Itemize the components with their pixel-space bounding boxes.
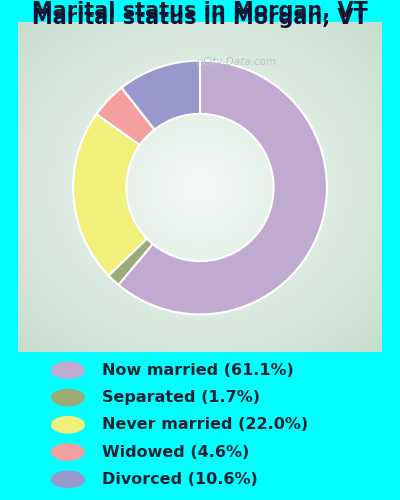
Text: Divorced (10.6%): Divorced (10.6%) <box>102 472 258 487</box>
Wedge shape <box>108 238 153 285</box>
Wedge shape <box>96 88 154 145</box>
Text: City-Data.com: City-Data.com <box>202 57 277 67</box>
Ellipse shape <box>51 362 85 379</box>
Ellipse shape <box>51 416 85 434</box>
Text: Marital status in Morgan, VT: Marital status in Morgan, VT <box>32 1 368 21</box>
Text: Marital status in Morgan, VT: Marital status in Morgan, VT <box>32 8 368 28</box>
Wedge shape <box>122 60 200 130</box>
Text: Separated (1.7%): Separated (1.7%) <box>102 390 260 405</box>
Text: Now married (61.1%): Now married (61.1%) <box>102 362 294 378</box>
Text: Never married (22.0%): Never married (22.0%) <box>102 418 308 432</box>
Text: Widowed (4.6%): Widowed (4.6%) <box>102 444 249 460</box>
Wedge shape <box>73 114 147 276</box>
Ellipse shape <box>51 443 85 461</box>
Ellipse shape <box>51 470 85 488</box>
Wedge shape <box>118 60 327 314</box>
Ellipse shape <box>51 388 85 406</box>
Text: ⓘ: ⓘ <box>197 57 203 67</box>
